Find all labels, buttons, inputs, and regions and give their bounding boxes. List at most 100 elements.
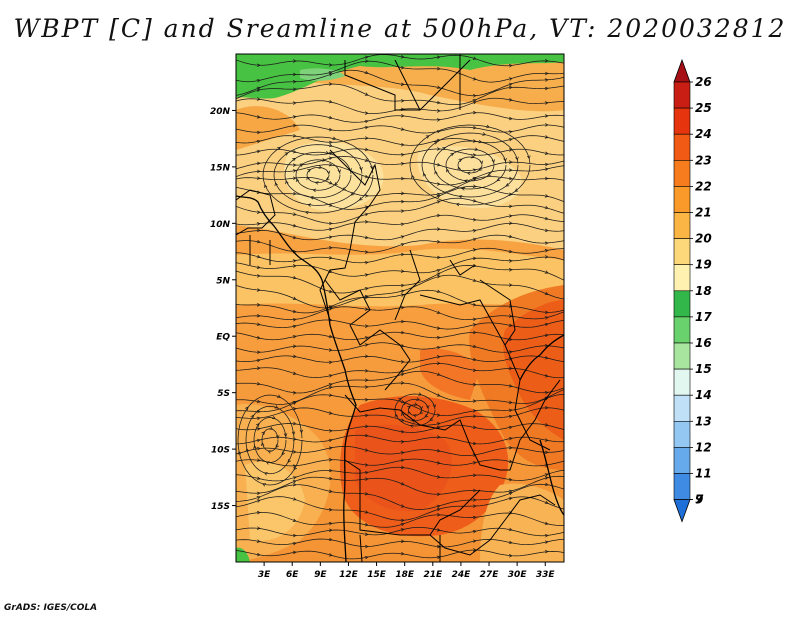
colorbar-label: 11: [695, 467, 712, 481]
stream-arrow: [292, 191, 297, 196]
stream-arrow: [508, 400, 513, 405]
stream-arrow: [328, 63, 333, 67]
stream-arrow: [508, 304, 513, 308]
stream-arrow: [400, 418, 405, 422]
stream-arrow: [400, 176, 405, 181]
stream-arrow: [292, 123, 297, 128]
stream-arrow: [400, 113, 405, 118]
stream-arrow: [436, 118, 441, 122]
stream-arrow: [256, 510, 261, 515]
stream-arrow: [277, 146, 282, 151]
stream-arrow: [256, 63, 261, 68]
stream-arrow: [256, 313, 261, 318]
colorbar-swatch: [673, 447, 691, 474]
stream-arrow: [436, 528, 441, 532]
stream-arrow: [364, 194, 369, 198]
stream-arrow: [299, 163, 304, 167]
stream-arrow: [328, 289, 333, 294]
stream-arrow: [472, 237, 477, 242]
lon-label: 30E: [508, 570, 528, 580]
stream-arrow: [436, 507, 441, 512]
stream-arrow: [429, 417, 434, 422]
lon-label: 21E: [423, 570, 443, 580]
stream-arrow: [508, 553, 513, 558]
stream-arrow: [400, 209, 405, 213]
colorbar-label: 9: [695, 493, 703, 507]
streamline: [295, 159, 341, 191]
stream-arrow: [328, 507, 333, 512]
stream-arrow: [328, 127, 333, 132]
stream-arrow: [292, 101, 297, 105]
stream-arrow: [364, 413, 369, 418]
stream-arrow: [472, 382, 477, 387]
stream-arrow: [400, 199, 405, 204]
stream-arrow: [364, 147, 369, 152]
stream-arrow: [237, 450, 242, 455]
stream-arrow: [328, 221, 333, 226]
stream-arrow: [263, 472, 268, 476]
stream-arrow: [292, 480, 297, 484]
stream-arrow: [283, 433, 288, 438]
colorbar-label: 18: [695, 284, 712, 298]
streamline: [237, 394, 303, 486]
stream-arrow: [544, 405, 549, 410]
stream-arrow: [508, 98, 513, 102]
stream-arrow: [424, 413, 429, 418]
stream-arrow: [292, 482, 297, 487]
stream-arrow: [256, 427, 261, 431]
stream-arrow: [472, 504, 477, 508]
stream-arrow: [472, 229, 477, 233]
stream-arrow: [508, 137, 513, 142]
stream-arrow: [364, 260, 369, 265]
streamline: [236, 382, 564, 405]
stream-arrow: [255, 422, 260, 427]
grads-credit: GrADS: IGES/COLA: [4, 603, 98, 613]
stream-arrow: [256, 303, 261, 307]
colorbar-swatch: [673, 107, 691, 135]
stream-arrow: [400, 289, 405, 294]
streamline: [236, 256, 564, 277]
colorbar-swatch: [673, 473, 691, 500]
colorbar-swatch: [673, 342, 691, 370]
stream-arrow: [472, 323, 477, 327]
stream-arrow: [496, 177, 501, 182]
stream-arrow: [478, 167, 483, 171]
stream-arrow: [400, 127, 405, 131]
stream-arrow: [544, 473, 549, 477]
stream-arrow: [299, 429, 304, 434]
colorbar-swatch: [673, 186, 691, 213]
stream-arrow: [472, 256, 477, 261]
stream-arrow: [527, 155, 531, 160]
stream-arrow: [436, 336, 441, 340]
stream-arrow: [364, 235, 369, 240]
stream-arrow: [508, 540, 513, 545]
stream-arrow: [400, 293, 405, 297]
stream-arrow: [472, 498, 477, 502]
stream-arrow: [472, 278, 477, 283]
stream-arrow: [436, 393, 441, 397]
stream-arrow: [292, 401, 297, 405]
stream-arrow: [432, 404, 437, 409]
stream-arrow: [263, 184, 268, 189]
stream-arrow: [292, 296, 297, 300]
stream-arrow: [292, 407, 297, 411]
streamline: [401, 398, 429, 422]
stream-arrow: [400, 381, 405, 385]
stream-arrow: [544, 270, 549, 274]
stream-arrow: [450, 152, 455, 157]
stream-arrow: [328, 457, 333, 462]
stream-arrow: [400, 344, 405, 348]
stream-arrow: [508, 249, 513, 254]
stream-arrow: [328, 227, 333, 232]
stream-arrow: [503, 157, 507, 162]
stream-arrow: [458, 194, 463, 199]
stream-arrow: [436, 289, 441, 293]
streamline: [236, 483, 564, 510]
lon-label: 15E: [367, 570, 387, 580]
stream-arrow: [364, 212, 369, 217]
stream-arrow: [328, 269, 333, 274]
stream-arrow: [508, 384, 513, 388]
streamline: [236, 135, 564, 146]
stream-arrow: [508, 259, 513, 263]
stream-arrow: [400, 305, 405, 310]
